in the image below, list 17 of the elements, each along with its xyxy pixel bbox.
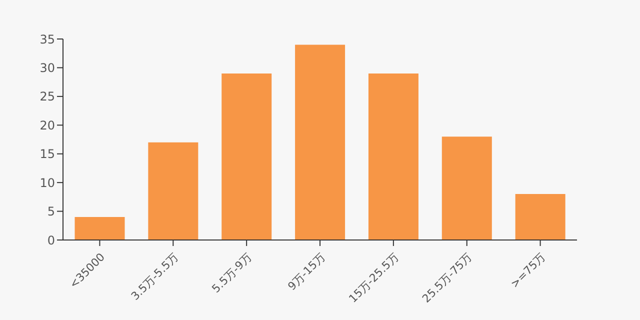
y-tick-label: 30 [40, 60, 55, 75]
y-tick-label: 25 [40, 90, 55, 104]
bar [442, 136, 492, 240]
y-tick-label: 0 [47, 233, 55, 248]
x-tick-label: 5.5万-9万 [209, 250, 254, 296]
bar [74, 217, 125, 240]
bar [222, 73, 272, 240]
y-tick-label: 35 [40, 32, 55, 46]
y-tick-label: 10 [40, 176, 55, 190]
bar [515, 194, 566, 240]
bar [148, 142, 198, 240]
x-tick-label: 9万-15万 [285, 250, 328, 293]
y-tick-label: 5 [47, 204, 55, 219]
y-tick-label: 15 [40, 147, 55, 162]
y-tick-label: 20 [40, 118, 55, 132]
bar [368, 73, 418, 240]
bar [295, 44, 346, 240]
